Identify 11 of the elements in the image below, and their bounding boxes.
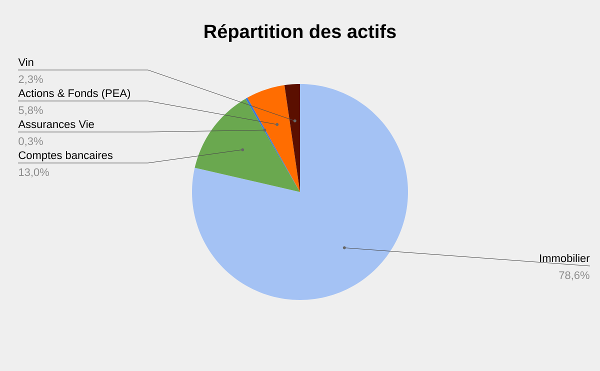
data-label: 78,6% (559, 271, 590, 280)
data-label: 2,3% (18, 75, 43, 84)
data-label: 0,3% (18, 137, 43, 146)
data-label: 13,0% (19, 168, 49, 178)
slice-label: Comptes bancaires (18, 151, 113, 162)
slice-label: Vin (18, 58, 34, 66)
slice-label: Assurances Vie (18, 120, 94, 128)
data-label: 5,8% (18, 106, 43, 116)
slice-label: Immobilier (540, 254, 590, 262)
slice-label: Actions & Fonds (PEA) (18, 89, 130, 100)
chart-title: Répartition des actifs (204, 24, 396, 42)
